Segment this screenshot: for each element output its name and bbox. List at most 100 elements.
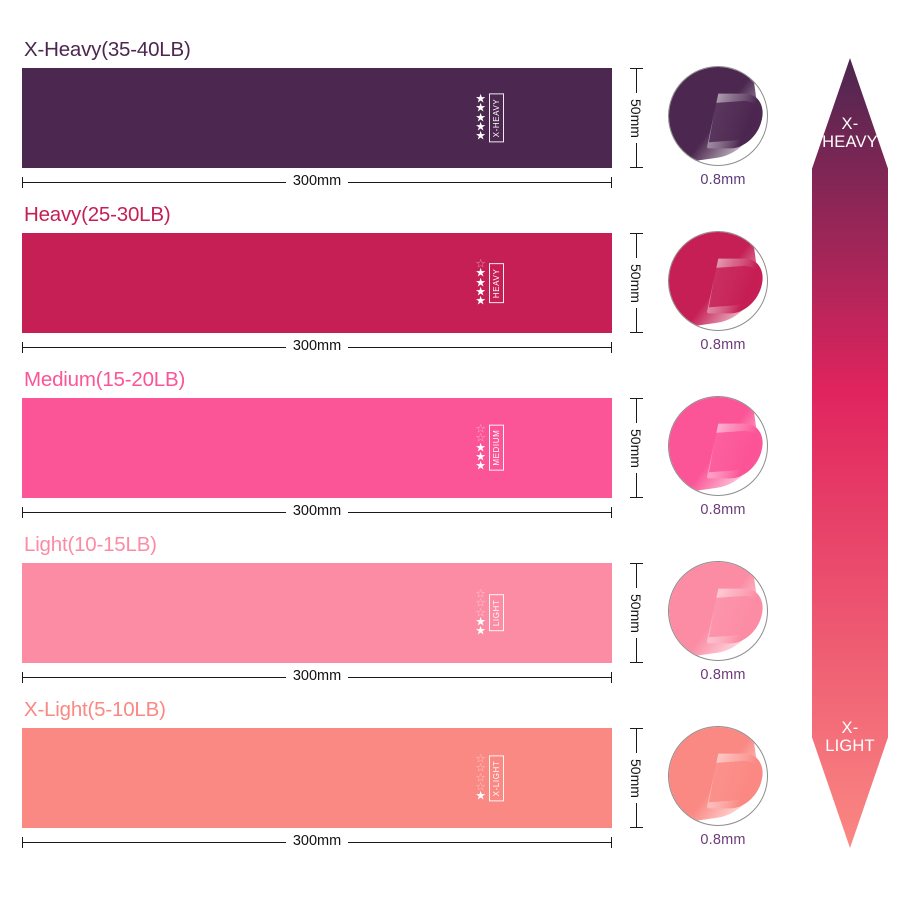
band-mark-heavy: HEAVY ☆ ★ ★ ★ ★: [475, 256, 504, 309]
thickness-circle-medium: [668, 396, 768, 496]
height-dimension-text-x-light: 50mm: [628, 758, 644, 798]
arrow-top-label-line1: X-: [841, 115, 859, 133]
height-dimension-heavy: 50mm: [624, 233, 648, 333]
thickness-circle-x-light: [668, 726, 768, 826]
star-filled-icon: ★: [475, 284, 486, 299]
dimension-cap-bottom: [629, 827, 643, 828]
star-hollow-icon: ☆: [475, 430, 486, 445]
height-dimension-text-heavy: 50mm: [628, 263, 644, 303]
band-rating-stars-heavy: ☆ ★ ★ ★ ★: [475, 256, 486, 309]
star-filled-icon: ★: [475, 614, 486, 629]
star-hollow-icon: ☆: [475, 770, 486, 785]
dimension-rule-right: [348, 346, 612, 348]
band-title-x-heavy: X-Heavy(35-40LB): [24, 38, 191, 61]
dimension-cap-bottom: [629, 497, 643, 498]
star-filled-icon: ★: [475, 294, 486, 309]
thickness-callout-light: 0.8mm: [668, 561, 778, 683]
star-filled-icon: ★: [475, 100, 486, 115]
dimension-cap-left: [22, 836, 23, 848]
star-hollow-icon: ☆: [475, 779, 486, 794]
dimension-cap-left: [22, 671, 23, 683]
width-dimension-x-light: 300mm: [22, 832, 613, 852]
width-dimension-medium: 300mm: [22, 502, 613, 522]
dimension-cap-bottom: [629, 167, 643, 168]
star-filled-icon: ★: [475, 129, 486, 144]
star-hollow-icon: ☆: [475, 595, 486, 610]
dimension-cap-right: [611, 671, 613, 683]
arrow-top-label-line2: HEAVY: [822, 132, 878, 151]
width-dimension-text-light: 300mm: [292, 668, 342, 684]
height-dimension-x-light: 50mm: [624, 728, 648, 828]
dimension-rule-top: [635, 234, 637, 258]
dimension-cap-top: [629, 398, 643, 399]
band-mark-x-heavy: X-HEAVY ★ ★ ★ ★ ★: [475, 91, 504, 144]
dimension-cap-bottom: [629, 662, 643, 663]
width-dimension-light: 300mm: [22, 667, 613, 687]
thickness-callout-medium: 0.8mm: [668, 396, 778, 518]
arrow-gradient-shape: [812, 58, 888, 848]
width-dimension-text-x-heavy: 300mm: [292, 173, 342, 189]
band-mark-x-light: X-LIGHT ☆ ☆ ☆ ☆ ★: [475, 751, 504, 802]
height-dimension-medium: 50mm: [624, 398, 648, 498]
band-mark-light: LIGHT ☆ ☆ ☆ ★ ★: [475, 587, 504, 639]
band-title-medium: Medium(15-20LB): [24, 368, 186, 391]
height-dimension-x-heavy: 50mm: [624, 68, 648, 168]
band-rating-stars-medium: ☆ ☆ ★ ★ ★: [475, 422, 486, 474]
height-dimension-text-x-heavy: 50mm: [628, 98, 644, 138]
dimension-rule-left: [23, 181, 286, 183]
arrow-bottom-label-line1: X-: [841, 719, 859, 738]
star-filled-icon: ★: [475, 459, 486, 474]
band-strip-heavy: HEAVY ☆ ★ ★ ★ ★: [22, 233, 612, 333]
star-hollow-icon: ☆: [475, 751, 486, 766]
dimension-cap-left: [22, 506, 23, 518]
dimension-cap-top: [629, 68, 643, 69]
band-strip-x-light: X-LIGHT ☆ ☆ ☆ ☆ ★: [22, 728, 612, 828]
dimension-cap-right: [611, 341, 613, 353]
dimension-rule-top: [635, 564, 637, 588]
band-strip-medium: MEDIUM ☆ ☆ ★ ★ ★: [22, 398, 612, 498]
star-filled-icon: ★: [475, 91, 486, 106]
thickness-circle-x-heavy: [668, 66, 768, 166]
dimension-rule-bottom: [635, 803, 637, 827]
dimension-rule-left: [23, 346, 286, 348]
star-filled-icon: ★: [475, 624, 486, 639]
star-filled-icon: ★: [475, 275, 486, 290]
band-title-light: Light(10-15LB): [24, 533, 157, 556]
dimension-rule-right: [348, 841, 612, 843]
dimension-rule-bottom: [635, 308, 637, 332]
dimension-cap-top: [629, 728, 643, 729]
dimension-rule-left: [23, 676, 286, 678]
dimension-rule-bottom: [635, 638, 637, 662]
star-filled-icon: ★: [475, 110, 486, 125]
width-dimension-text-x-light: 300mm: [292, 833, 342, 849]
dimension-rule-left: [23, 511, 286, 513]
star-hollow-icon: ☆: [475, 605, 486, 620]
band-rating-stars-light: ☆ ☆ ☆ ★ ★: [475, 587, 486, 639]
dimension-rule-bottom: [635, 473, 637, 497]
dimension-cap-top: [629, 563, 643, 564]
dimension-cap-left: [22, 176, 23, 188]
height-dimension-light: 50mm: [624, 563, 648, 663]
dimension-rule-left: [23, 841, 286, 843]
dimension-rule-top: [635, 69, 637, 93]
band-title-heavy: Heavy(25-30LB): [24, 203, 171, 226]
thickness-circle-light: [668, 561, 768, 661]
thickness-callout-x-heavy: 0.8mm: [668, 66, 778, 188]
thickness-text-light: 0.8mm: [700, 667, 746, 683]
dimension-cap-right: [611, 176, 613, 188]
arrow-top-label: X- HEAVY: [812, 115, 888, 152]
band-mark-label-heavy: HEAVY: [489, 263, 504, 303]
dimension-cap-right: [611, 506, 613, 518]
band-rating-stars-x-heavy: ★ ★ ★ ★ ★: [475, 91, 486, 144]
width-dimension-text-medium: 300mm: [292, 503, 342, 519]
dimension-rule-right: [348, 181, 612, 183]
star-hollow-icon: ☆: [475, 256, 486, 271]
dimension-rule-bottom: [635, 143, 637, 167]
thickness-callout-heavy: 0.8mm: [668, 231, 778, 353]
dimension-rule-top: [635, 399, 637, 423]
star-hollow-icon: ☆: [475, 760, 486, 775]
band-rating-stars-x-light: ☆ ☆ ☆ ☆ ★: [475, 751, 486, 802]
band-title-x-light: X-Light(5-10LB): [24, 698, 166, 721]
height-dimension-text-light: 50mm: [628, 593, 644, 633]
